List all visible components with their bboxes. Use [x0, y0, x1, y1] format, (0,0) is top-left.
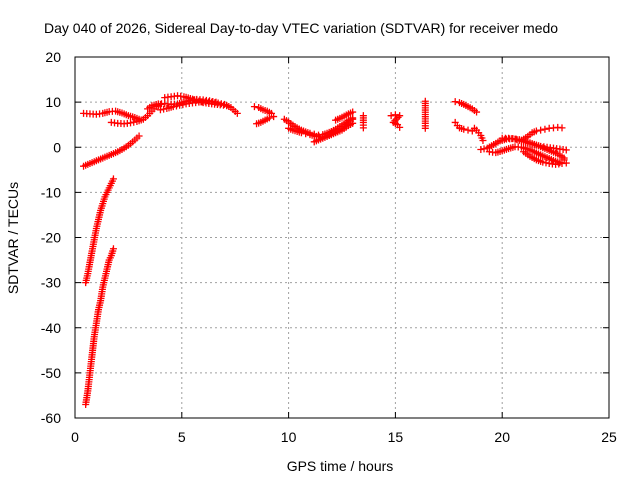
series-arc-morning-3 [161, 92, 231, 110]
y-tick-label: 20 [45, 49, 61, 65]
data-point [396, 123, 404, 131]
series-arc-dip-3 [310, 115, 357, 146]
series-arc-evening-3 [498, 134, 570, 154]
data-point [480, 145, 488, 153]
y-tick-label: 10 [45, 94, 61, 110]
y-tick-label: 0 [53, 139, 61, 155]
data-point [539, 158, 547, 166]
data-point [349, 108, 357, 116]
data-point [473, 108, 481, 116]
data-point [537, 126, 545, 134]
data-point [176, 101, 184, 109]
x-tick-label: 10 [281, 429, 297, 445]
series-arc-evening-5 [520, 148, 570, 168]
data-point [297, 129, 305, 137]
plot-frame [74, 56, 610, 419]
data-point [477, 146, 485, 154]
series-arc-18h-c [470, 124, 487, 144]
x-tick-label: 25 [601, 429, 617, 445]
y-tick-label: -20 [41, 230, 61, 246]
data-point [562, 159, 570, 167]
series-arc-mid-b [253, 114, 273, 128]
data-point [250, 103, 258, 111]
data-point [160, 105, 168, 113]
data-point [532, 127, 540, 135]
data-point [265, 114, 273, 122]
series-arc-16.4h [421, 97, 429, 132]
data-point [387, 112, 395, 120]
series-arc-upper-1 [80, 107, 143, 123]
data-point [270, 113, 278, 121]
data-point [169, 103, 177, 111]
chart-title: Day 040 of 2026, Sidereal Day-to-day VTE… [44, 20, 558, 36]
data-point [542, 159, 550, 167]
data-point [156, 106, 164, 114]
y-tick-label: -30 [41, 275, 61, 291]
series-arc-18h-a [451, 98, 481, 116]
data-point [233, 109, 241, 117]
x-axis-label: GPS time / hours [287, 458, 394, 474]
series-arc-13.5h [359, 112, 367, 132]
series-arc-evening-4 [520, 123, 566, 143]
series-arc-upper-2 [107, 100, 164, 128]
series-arc-13h [332, 108, 357, 124]
series-arc-evening-2 [485, 143, 564, 167]
data-point [127, 119, 135, 127]
data-point [109, 245, 117, 253]
y-tick-label: -10 [41, 184, 61, 200]
data-point [562, 146, 570, 154]
y-tick-label: -60 [41, 410, 61, 426]
data-points [80, 92, 570, 408]
series-arc-rise [80, 132, 143, 170]
data-point [179, 101, 187, 109]
x-tick-label: 20 [494, 429, 510, 445]
data-point [223, 102, 231, 110]
x-tick-label: 15 [388, 429, 404, 445]
data-point [349, 115, 357, 123]
data-point [109, 175, 117, 183]
plot-border [74, 56, 610, 419]
data-point [359, 124, 367, 132]
data-point [172, 102, 180, 110]
data-point [541, 125, 549, 133]
series-arc-18h-b [451, 118, 476, 135]
data-point [451, 98, 459, 106]
data-point [130, 118, 138, 126]
series-arc-15h [387, 111, 404, 131]
series-arc-low-1 [82, 245, 117, 408]
data-point [479, 136, 487, 144]
data-point [135, 132, 143, 140]
data-point [558, 124, 566, 132]
data-point [460, 125, 468, 133]
series-arc-low-2 [82, 175, 117, 287]
data-point [421, 124, 429, 132]
y-tick-label: -40 [41, 320, 61, 336]
x-tick-label: 0 [71, 429, 79, 445]
data-point [464, 126, 472, 134]
y-axis-label: SDTVAR / TECUs [5, 182, 21, 294]
y-tick-label: -50 [41, 365, 61, 381]
x-tick-label: 5 [178, 429, 186, 445]
data-point [302, 130, 310, 138]
tick-labels: 0 5 10 15 20 25 -60 -50 -40 -30 -20 -10 0 10 20 [41, 49, 617, 445]
